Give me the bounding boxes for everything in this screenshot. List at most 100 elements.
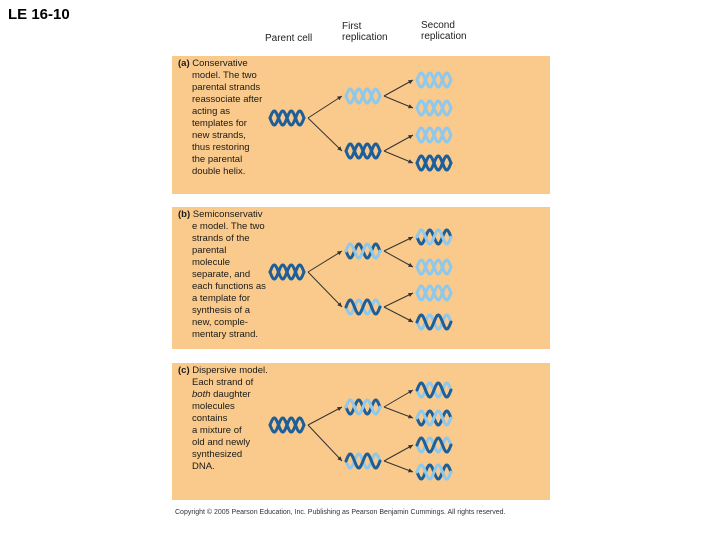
first-replication-helix [344,398,382,416]
replication-arrow [307,406,343,426]
caption-line: Each strand of [192,377,254,388]
dna-strand [415,228,453,246]
caption-line: old and newly [192,437,251,448]
dna-strand [344,398,382,416]
dna-strand [415,154,453,172]
replication-arrow [383,306,414,323]
caption-line: templates for [192,118,247,129]
dna-strand [268,416,306,434]
replication-arrow [383,444,414,462]
column-header-second-replication: Second replication [421,20,467,42]
replication-arrow [307,95,343,119]
dna-strand [268,109,306,127]
dna-strand [415,381,453,399]
panel-semiconservative: (b) Semiconservativ e model. The two stran… [172,207,550,349]
replication-arrow [383,406,414,419]
caption-line: synthesized [192,449,243,460]
dna-strand [415,71,453,89]
first-replication-helix [344,142,382,160]
second-replication-helix [415,71,453,89]
replication-arrow [383,236,414,252]
caption-line: (c) Dispersive model. [178,365,268,376]
copyright-notice: Copyright © 2005 Pearson Education, Inc.… [175,509,506,516]
caption-line: a mixture of [192,425,242,436]
second-replication-helix [415,99,453,117]
first-replication-helix [344,452,382,470]
caption-line: the parental [192,154,243,165]
dna-strand [415,463,453,481]
dna-strand [415,436,453,454]
caption-line: a template for [192,293,251,304]
dna-strand [415,99,453,117]
caption-line: contains [192,413,228,424]
caption-line: model. The two [192,70,257,81]
conservative-model-caption: (a) Conservative model. The two parental s… [178,58,262,178]
second-replication-helix [415,313,453,331]
panel-conservative: (a) Conservative model. The two parental s… [172,56,550,194]
dna-strand [268,263,306,281]
dna-strand [344,298,382,316]
replication-arrow [383,292,414,308]
replication-arrow [307,424,343,462]
caption-line: double helix. [192,166,246,177]
column-header-first-replication: First replication [342,21,388,43]
replication-arrow [383,389,414,408]
replication-arrow [383,460,414,473]
caption-line: reassociate after [192,94,263,105]
caption-line: new, comple- [192,317,248,328]
caption-line: each functions as [192,281,266,292]
parent-helix [268,109,306,127]
panel-label: (a) [178,58,193,69]
dna-strand [344,242,382,260]
replication-arrow [383,250,414,268]
caption-line: parental [192,245,227,256]
caption-line: molecule [192,257,231,268]
dna-strand [415,409,453,427]
caption-line: molecules [192,401,235,412]
replication-arrow [383,79,414,97]
slide-title: LE 16-10 [8,6,70,23]
caption-line: new strands, [192,130,246,141]
caption-line: thus restoring [192,142,250,153]
second-replication-helix [415,126,453,144]
second-replication-helix [415,154,453,172]
second-replication-helix [415,409,453,427]
dna-strand [415,126,453,144]
second-replication-helix [415,228,453,246]
dna-strand [344,452,382,470]
caption-line: acting as [192,106,231,117]
panel-label: (b) [178,209,193,220]
second-replication-helix [415,381,453,399]
caption-line: (a) Conservative [178,58,248,69]
panel-label: (c) [178,365,193,376]
replication-arrow [307,117,343,152]
caption-line: parental strands [192,82,261,93]
column-header-parent-cell: Parent cell [265,33,313,44]
second-replication-helix [415,463,453,481]
dna-strand [344,142,382,160]
caption-line: mentary strand. [192,329,258,340]
dna-strand [344,87,382,105]
caption-line: DNA. [192,461,215,472]
replication-arrow [307,271,343,308]
parent-helix [268,263,306,281]
caption-line: separate, and [192,269,251,280]
first-replication-helix [344,242,382,260]
second-replication-helix [415,284,453,302]
panel-dispersive: (c) Dispersive model. Each strand of both … [172,363,550,500]
caption-line: both daughter [192,389,251,400]
replication-arrow [307,250,343,273]
dispersive-model-caption: (c) Dispersive model. Each strand of both … [178,365,268,473]
caption-line: synthesis of a [192,305,251,316]
second-replication-helix [415,436,453,454]
caption-line: (b) Semiconservativ [178,209,263,220]
replication-arrow [383,95,414,109]
caption-line: strands of the [192,233,250,244]
replication-arrow [383,150,414,164]
dna-strand [415,284,453,302]
parent-helix [268,416,306,434]
dna-strand [415,313,453,331]
first-replication-helix [344,87,382,105]
first-replication-helix [344,298,382,316]
